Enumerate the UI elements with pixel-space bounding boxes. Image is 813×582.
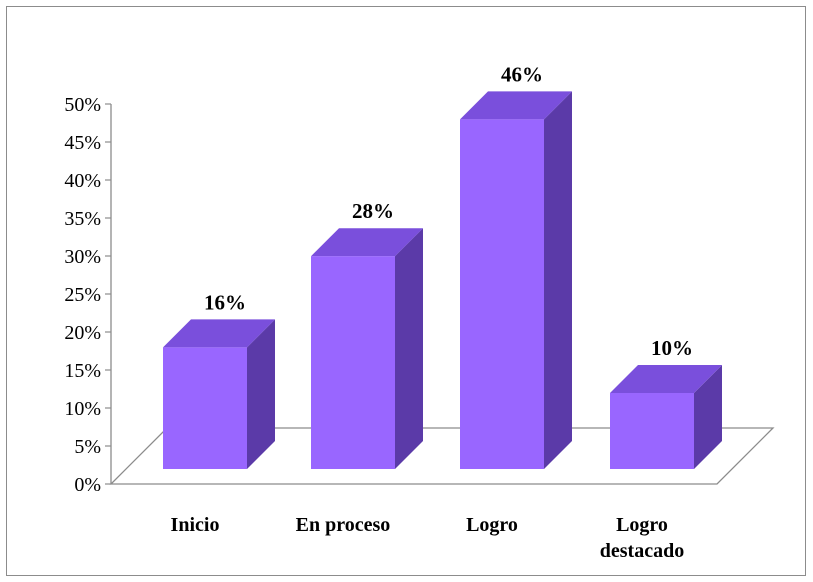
bar-top: [311, 228, 423, 257]
bar-side: [247, 319, 275, 469]
bar-chart: 0% 5% 10% 15% 20% 25% 30% 35% 40% 45% 50% 16% 28% 46…: [64, 62, 775, 562]
data-label: 16%: [204, 290, 246, 314]
bar-2: [460, 119, 544, 470]
floor-plane: [109, 427, 775, 485]
bar-top: [460, 91, 572, 120]
y-tick-label: 25%: [64, 284, 101, 306]
data-label: 10%: [651, 336, 693, 360]
bars: [163, 91, 722, 470]
y-tick-label: 30%: [64, 246, 101, 268]
data-label: 46%: [501, 62, 543, 86]
chart-frame: 0% 5% 10% 15% 20% 25% 30% 35% 40% 45% 50% 16% 28% 46…: [6, 6, 806, 576]
y-tick-label: 45%: [64, 132, 101, 154]
bar-side: [395, 228, 423, 469]
bar-side: [544, 91, 572, 470]
category-label: Logro: [466, 514, 518, 536]
category-label: En proceso: [296, 514, 391, 536]
y-tick-label: 5%: [74, 436, 101, 458]
category-label: Logro: [616, 514, 668, 536]
y-tick-label: 15%: [64, 360, 101, 382]
y-tick-label: 50%: [64, 94, 101, 116]
y-tick-label: 35%: [64, 208, 101, 230]
bar-0: [163, 347, 247, 469]
y-tick-label: 10%: [64, 398, 101, 420]
category-label: Inicio: [171, 514, 220, 536]
bar-side: [694, 365, 722, 469]
bar-1: [311, 256, 395, 469]
bar-top: [610, 365, 722, 393]
bar-3: [610, 393, 694, 469]
data-label: 28%: [352, 199, 394, 223]
category-labels: Inicio En proceso Logro Logro destacado: [171, 514, 685, 562]
y-tick-label: 0%: [74, 474, 101, 496]
bar-top: [163, 319, 275, 348]
y-axis-ticks: 0% 5% 10% 15% 20% 25% 30% 35% 40% 45% 50%: [64, 94, 111, 496]
category-label: destacado: [600, 540, 684, 562]
y-tick-label: 20%: [64, 322, 101, 344]
y-tick-label: 40%: [64, 170, 101, 192]
data-labels: 16% 28% 46% 10%: [204, 62, 693, 360]
